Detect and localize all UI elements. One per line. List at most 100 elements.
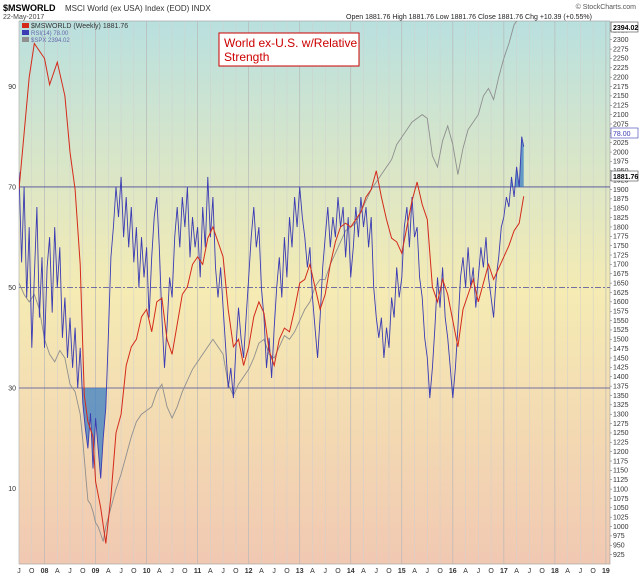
y-right-tick-label: 1500 [613, 337, 629, 344]
y-right-tick-label: 1675 [613, 271, 629, 278]
y-right-tick-label: 1125 [613, 477, 628, 484]
y-left-tick-label: 10 [8, 486, 16, 493]
x-tick-label: O [80, 568, 86, 575]
y-right-tick-label: 1025 [613, 514, 629, 521]
date-label: 22-May-2017 [3, 14, 44, 21]
annotation-line-1: World ex-U.S. w/Relative [224, 36, 357, 50]
y-right-tick-label: 2000 [613, 149, 629, 156]
y-right-tick-label: 1825 [613, 215, 629, 222]
legend: $MSWORLD (Weekly) 1881.76 RSI(14) 78.00 … [22, 23, 128, 44]
y-right-tick-label: 1050 [613, 505, 629, 512]
legend-swatch-rsi [22, 30, 29, 35]
y-right-tick-label: 1000 [613, 524, 629, 531]
x-tick-label: A [463, 568, 468, 575]
x-tick-label: 13 [296, 568, 304, 575]
x-axis-ticks: J O 08 A J O 09 A J O 10 A J O 11 A J O 12 A J O 13 A J O 14 A J O 15 A… [17, 568, 610, 575]
spx-badge-box [610, 21, 639, 33]
x-tick-label: A [310, 568, 315, 575]
x-tick-label: 12 [245, 568, 253, 575]
legend-main: $MSWORLD (Weekly) 1881.76 [31, 23, 128, 30]
x-tick-label: A [361, 568, 366, 575]
y-right-tick-label: 1375 [613, 383, 629, 390]
y-right-tick-label: 975 [613, 533, 625, 540]
close-badge-value: 1881.76 [613, 174, 638, 181]
legend-swatch-main [22, 23, 29, 28]
y-right-tick-label: 2175 [613, 84, 629, 91]
legend-swatch-spx [22, 37, 29, 42]
y-right-tick-label: 925 [613, 552, 625, 559]
x-tick-label: A [514, 568, 519, 575]
y-right-tick-label: 2025 [613, 140, 629, 147]
y-right-tick-label: 2225 [613, 65, 629, 72]
x-tick-label: 08 [41, 568, 49, 575]
plot-area [18, 20, 611, 565]
y-right-tick-label: 1850 [613, 206, 629, 213]
y-right-tick-label: 2250 [613, 56, 629, 63]
y-right-tick-label: 2275 [613, 46, 629, 53]
x-tick-label: J [375, 568, 379, 575]
y-right-tick-label: 1325 [613, 402, 629, 409]
y-right-tick-label: 1975 [613, 159, 629, 166]
x-tick-label: J [119, 568, 123, 575]
x-tick-label: 16 [449, 568, 457, 575]
y-left-tick-label: 30 [8, 386, 16, 393]
series-line-spx [19, 21, 518, 542]
x-tick-label: 14 [347, 568, 355, 575]
symbol-label: $MSWORLD [3, 3, 56, 13]
rsi-badge-value: 78.00 [613, 131, 631, 138]
x-tick-label: J [477, 568, 481, 575]
y-right-tick-label: 1550 [613, 318, 629, 325]
y-right-tick-label: 1400 [613, 374, 629, 381]
x-tick-label: J [272, 568, 276, 575]
y-right-tick-label: 1900 [613, 187, 629, 194]
y-right-tick-label: 2075 [613, 121, 629, 128]
y-right-tick-label: 2200 [613, 74, 629, 81]
x-tick-label: O [335, 568, 341, 575]
y-right-tick-label: 1475 [613, 346, 629, 353]
y-left-tick-label: 90 [8, 84, 16, 91]
y-right-tick-label: 1775 [613, 234, 629, 241]
x-tick-label: J [17, 568, 21, 575]
y-right-tick-label: 2125 [613, 103, 629, 110]
y-right-tick-label: 1750 [613, 243, 629, 250]
y-right-tick-label: 1425 [613, 365, 629, 372]
y-right-tick-label: 2150 [613, 93, 629, 100]
x-tick-label: J [221, 568, 225, 575]
annotation-box [218, 32, 360, 67]
legend-rsi: RSI(14) 78.00 [31, 31, 69, 37]
y-left-tick-label: 50 [8, 285, 16, 292]
y-right-tick-label: 1875 [613, 196, 629, 203]
close-badge-box [610, 170, 639, 182]
x-tick-label: J [68, 568, 72, 575]
x-tick-label: J [323, 568, 327, 575]
annotation: World ex-U.S. w/Relative Strength [218, 32, 360, 67]
y-right-tick-label: 1250 [613, 430, 629, 437]
y-right-tick-label: 1650 [613, 280, 629, 287]
y-right-tick-label: 1225 [613, 440, 629, 447]
rsi-levels [19, 186, 610, 389]
spx-badge: 2394.02 [610, 21, 639, 33]
series-line-msworld [19, 42, 525, 544]
x-tick-label: 17 [500, 568, 508, 575]
ohlc-label: Open 1881.76 High 1881.76 Low 1881.76 Cl… [346, 14, 592, 21]
close-badge: 1881.76 [610, 170, 639, 182]
x-tick-label: A [208, 568, 213, 575]
y-right-tick-label: 1700 [613, 262, 629, 269]
x-tick-label: A [259, 568, 264, 575]
x-tick-label: 10 [143, 568, 151, 575]
y-right-tick-label: 1600 [613, 299, 629, 306]
x-tick-label: A [565, 568, 570, 575]
y-right-tick-label: 1800 [613, 224, 629, 231]
y-right-tick-label: 1175 [613, 458, 628, 465]
x-tick-label: 15 [398, 568, 406, 575]
y-right-tick-label: 2300 [613, 37, 629, 44]
rsi-badge-box [610, 127, 639, 139]
y-right-tick-label: 1350 [613, 393, 629, 400]
left-axis-ticks: 10 30 50 70 90 [8, 84, 16, 493]
y-right-tick-label: 1625 [613, 290, 629, 297]
x-tick-label: 09 [92, 568, 100, 575]
y-right-tick-label: 1450 [613, 355, 629, 362]
x-tick-label: J [170, 568, 174, 575]
x-tick-label: O [539, 568, 545, 575]
